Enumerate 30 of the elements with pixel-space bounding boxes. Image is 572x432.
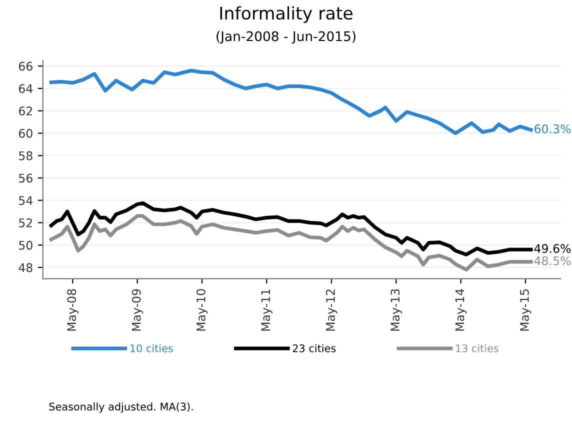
text: 23 cities <box>292 344 336 352</box>
line-series <box>49 214 533 272</box>
y-tick-label: 66 <box>18 62 32 71</box>
line-series <box>49 68 533 136</box>
x-tick-label: May-13 <box>390 289 402 331</box>
text: Seasonally adjusted. MA(3). <box>49 402 193 413</box>
chart-title: Informality rate <box>220 6 352 24</box>
x-tick-label: May-14 <box>455 289 467 331</box>
y-tick-label: 60 <box>18 128 32 138</box>
x-tick-label: May-09 <box>132 289 144 331</box>
x-tick-label: May-10 <box>196 289 208 331</box>
annotation: 60.3% <box>534 124 571 134</box>
x-tick-label: May-12 <box>326 290 338 331</box>
chart-subtitle: (Jan-2008 - Jun-2015) <box>216 31 356 44</box>
y-tick-label: 64 <box>18 84 33 94</box>
y-tick-label: 62 <box>18 106 32 116</box>
text: 10 cities <box>130 344 173 352</box>
annotation: 48.5% <box>534 256 571 266</box>
text: 13 cities <box>456 344 498 352</box>
x-tick-label: May-08 <box>67 289 78 331</box>
y-tick-label: 50 <box>19 240 32 250</box>
y-tick-label: 48 <box>18 263 32 272</box>
line-series <box>49 201 533 256</box>
y-tick-label: 52 <box>19 218 32 228</box>
y-tick-label: 58 <box>19 151 32 160</box>
x-tick-label: May-11 <box>261 289 272 331</box>
y-tick-label: 54 <box>19 196 33 205</box>
y-tick-label: 56 <box>19 174 32 183</box>
annotation: 49.6% <box>534 244 571 253</box>
x-tick-label: May-15 <box>520 289 532 331</box>
